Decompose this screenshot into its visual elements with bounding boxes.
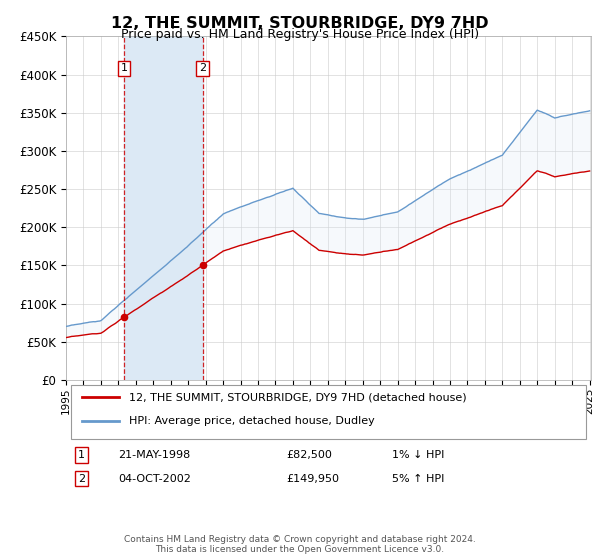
Text: Contains HM Land Registry data © Crown copyright and database right 2024.
This d: Contains HM Land Registry data © Crown c… [124, 535, 476, 554]
Text: 12, THE SUMMIT, STOURBRIDGE, DY9 7HD (detached house): 12, THE SUMMIT, STOURBRIDGE, DY9 7HD (de… [129, 392, 467, 402]
Text: Price paid vs. HM Land Registry's House Price Index (HPI): Price paid vs. HM Land Registry's House … [121, 28, 479, 41]
Bar [124, 36, 203, 380]
Text: 1% ↓ HPI: 1% ↓ HPI [392, 450, 444, 460]
FancyBboxPatch shape [71, 385, 586, 439]
Text: 1: 1 [121, 63, 128, 73]
Text: HPI: Average price, detached house, Dudley: HPI: Average price, detached house, Dudl… [129, 416, 375, 426]
Text: £82,500: £82,500 [287, 450, 332, 460]
Text: 2: 2 [199, 63, 206, 73]
Text: 2: 2 [78, 474, 85, 484]
Text: 04-OCT-2002: 04-OCT-2002 [119, 474, 191, 484]
Text: 12, THE SUMMIT, STOURBRIDGE, DY9 7HD: 12, THE SUMMIT, STOURBRIDGE, DY9 7HD [111, 16, 489, 31]
Text: £149,950: £149,950 [287, 474, 340, 484]
Text: 21-MAY-1998: 21-MAY-1998 [119, 450, 191, 460]
Text: 1: 1 [78, 450, 85, 460]
Text: 5% ↑ HPI: 5% ↑ HPI [392, 474, 444, 484]
